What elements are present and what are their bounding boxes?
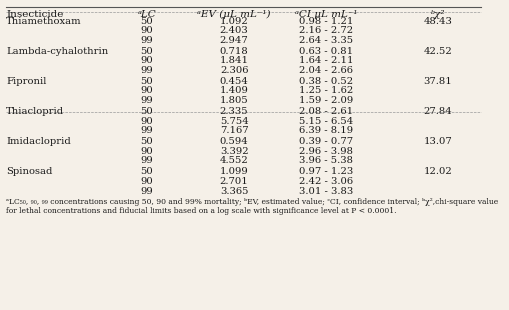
Text: 4.552: 4.552 xyxy=(219,156,248,165)
Text: Imidacloprid: Imidacloprid xyxy=(6,137,71,146)
Text: 42.52: 42.52 xyxy=(422,46,451,56)
Text: 2.16 - 2.72: 2.16 - 2.72 xyxy=(299,26,353,35)
Text: 1.59 - 2.09: 1.59 - 2.09 xyxy=(298,96,353,105)
Text: 0.594: 0.594 xyxy=(219,137,248,146)
Text: 1.805: 1.805 xyxy=(219,96,248,105)
Text: 2.403: 2.403 xyxy=(219,26,248,35)
Text: 37.81: 37.81 xyxy=(422,77,451,86)
Text: 5.15 - 6.54: 5.15 - 6.54 xyxy=(298,117,353,126)
Text: 0.454: 0.454 xyxy=(219,77,248,86)
Text: 1.64 - 2.11: 1.64 - 2.11 xyxy=(298,56,353,65)
Text: 2.947: 2.947 xyxy=(219,36,248,45)
Text: 1.092: 1.092 xyxy=(219,16,248,25)
Text: 50: 50 xyxy=(140,46,153,56)
Text: 50: 50 xyxy=(140,77,153,86)
Text: Thiacloprid: Thiacloprid xyxy=(6,107,64,116)
Text: 0.39 - 0.77: 0.39 - 0.77 xyxy=(299,137,353,146)
Text: 90: 90 xyxy=(140,177,153,186)
Text: 90: 90 xyxy=(140,26,153,35)
Text: 2.701: 2.701 xyxy=(219,177,248,186)
Text: 6.39 - 8.19: 6.39 - 8.19 xyxy=(299,126,353,135)
Text: 3.365: 3.365 xyxy=(219,187,248,196)
Text: Lambda-cyhalothrin: Lambda-cyhalothrin xyxy=(6,46,108,56)
Text: 99: 99 xyxy=(140,66,153,75)
Text: 12.02: 12.02 xyxy=(422,167,451,176)
Text: 2.04 - 2.66: 2.04 - 2.66 xyxy=(299,66,353,75)
Text: 90: 90 xyxy=(140,117,153,126)
Text: 2.64 - 3.35: 2.64 - 3.35 xyxy=(299,36,353,45)
Text: 1.409: 1.409 xyxy=(219,86,248,95)
Text: 2.335: 2.335 xyxy=(219,107,248,116)
Text: ᵃEV (μL mL⁻¹): ᵃEV (μL mL⁻¹) xyxy=(197,10,270,19)
Text: 0.718: 0.718 xyxy=(219,46,248,56)
Text: Fipronil: Fipronil xyxy=(6,77,46,86)
Text: Thiamethoxam: Thiamethoxam xyxy=(6,16,82,25)
Text: 0.38 - 0.52: 0.38 - 0.52 xyxy=(299,77,353,86)
Text: 0.97 - 1.23: 0.97 - 1.23 xyxy=(298,167,353,176)
Text: Spinosad: Spinosad xyxy=(6,167,52,176)
Text: Insecticide: Insecticide xyxy=(6,10,64,19)
Text: 99: 99 xyxy=(140,187,153,196)
Text: 50: 50 xyxy=(140,137,153,146)
Text: 2.08 - 2.61: 2.08 - 2.61 xyxy=(299,107,353,116)
Text: 13.07: 13.07 xyxy=(422,137,451,146)
Text: 2.306: 2.306 xyxy=(219,66,248,75)
Text: 7.167: 7.167 xyxy=(219,126,248,135)
Text: 1.099: 1.099 xyxy=(219,167,248,176)
Text: 50: 50 xyxy=(140,16,153,25)
Text: 90: 90 xyxy=(140,147,153,156)
Text: ᵃLC: ᵃLC xyxy=(137,10,156,19)
Text: 3.01 - 3.83: 3.01 - 3.83 xyxy=(298,187,353,196)
Text: 2.42 - 3.06: 2.42 - 3.06 xyxy=(299,177,353,186)
Text: 5.754: 5.754 xyxy=(219,117,248,126)
Text: 27.84: 27.84 xyxy=(422,107,451,116)
Text: 50: 50 xyxy=(140,107,153,116)
Text: ᵃLC₅₀, ₉₀, ₉₉ concentrations causing 50, 90 and 99% mortality; ᵇEV, estimated va: ᵃLC₅₀, ₉₀, ₉₉ concentrations causing 50,… xyxy=(6,198,497,215)
Text: 3.96 - 5.38: 3.96 - 5.38 xyxy=(299,156,353,165)
Text: 90: 90 xyxy=(140,86,153,95)
Text: ᵃCI μL mL⁻¹: ᵃCI μL mL⁻¹ xyxy=(294,10,357,19)
Text: 99: 99 xyxy=(140,126,153,135)
Text: 48.43: 48.43 xyxy=(422,16,451,25)
Text: 99: 99 xyxy=(140,96,153,105)
Text: 50: 50 xyxy=(140,167,153,176)
Text: 90: 90 xyxy=(140,56,153,65)
Text: 99: 99 xyxy=(140,36,153,45)
Text: 0.98 - 1.21: 0.98 - 1.21 xyxy=(298,16,353,25)
Text: 3.392: 3.392 xyxy=(219,147,248,156)
Text: 2.96 - 3.98: 2.96 - 3.98 xyxy=(299,147,353,156)
Text: 99: 99 xyxy=(140,156,153,165)
Text: 0.63 - 0.81: 0.63 - 0.81 xyxy=(299,46,353,56)
Text: ᵇχ²: ᵇχ² xyxy=(430,10,444,19)
Text: 1.841: 1.841 xyxy=(219,56,248,65)
Text: 1.25 - 1.62: 1.25 - 1.62 xyxy=(298,86,353,95)
